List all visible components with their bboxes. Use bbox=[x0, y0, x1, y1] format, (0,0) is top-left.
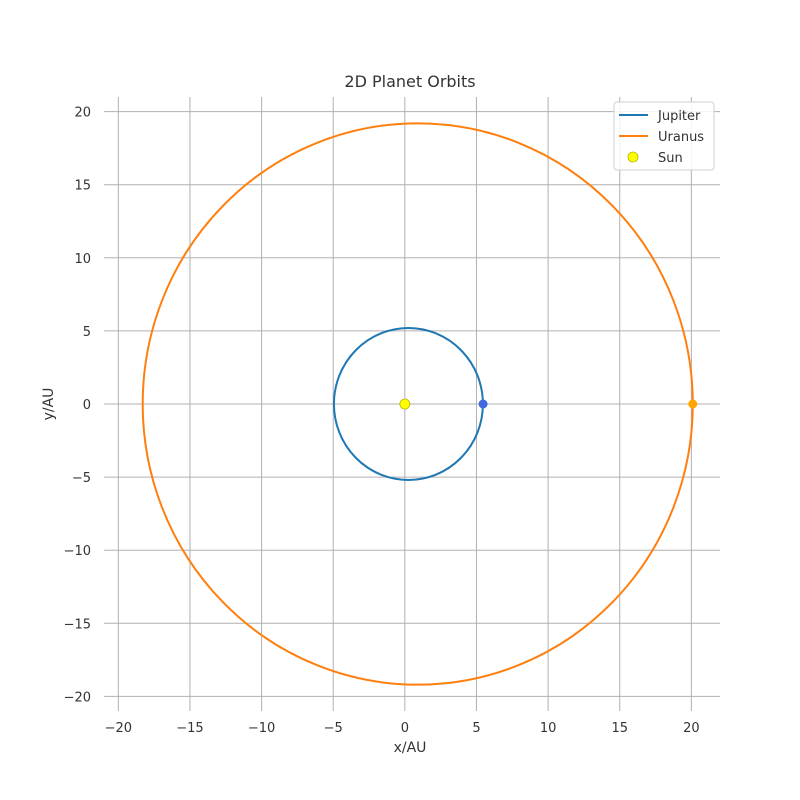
x-tick-label: 15 bbox=[611, 721, 628, 736]
tick-labels: −20 −15 −10 −5 0 5 10 15 20 −20 −15 −10 −5 0 5 10 15 20 bbox=[64, 106, 700, 736]
x-tick-label: 10 bbox=[540, 721, 557, 736]
legend-frame bbox=[613, 101, 715, 171]
x-tick-label: 5 bbox=[472, 721, 480, 736]
grid bbox=[104, 97, 720, 711]
y-tick-label: 5 bbox=[83, 325, 91, 340]
chart-title: 2D Planet Orbits bbox=[344, 72, 475, 91]
y-axis-label: y/AU bbox=[41, 388, 57, 421]
jupiter-position-marker bbox=[478, 399, 488, 409]
legend-label-jupiter: Jupiter bbox=[657, 109, 701, 124]
y-tick-label: −20 bbox=[64, 690, 91, 705]
sun-point bbox=[399, 398, 411, 410]
y-tick-label: 20 bbox=[74, 106, 91, 121]
legend-label-sun: Sun bbox=[658, 151, 683, 166]
uranus-position-marker bbox=[688, 399, 698, 409]
y-tick-label: 0 bbox=[83, 398, 91, 413]
y-tick-label: −10 bbox=[64, 544, 91, 559]
legend-label-uranus: Uranus bbox=[658, 130, 704, 145]
y-tick-label: 10 bbox=[74, 252, 91, 267]
x-tick-label: −5 bbox=[324, 721, 343, 736]
legend: Jupiter Uranus Sun bbox=[613, 101, 715, 171]
x-tick-label: 0 bbox=[401, 721, 409, 736]
x-tick-label: −15 bbox=[176, 721, 203, 736]
legend-swatch-sun bbox=[627, 151, 639, 163]
plot-series bbox=[141, 122, 698, 686]
x-tick-label: −10 bbox=[248, 721, 275, 736]
x-tick-label: 20 bbox=[683, 721, 700, 736]
x-axis-label: x/AU bbox=[394, 740, 427, 756]
y-tick-label: 15 bbox=[74, 179, 91, 194]
x-tick-label: −20 bbox=[105, 721, 132, 736]
y-tick-label: −15 bbox=[64, 617, 91, 632]
y-tick-label: −5 bbox=[72, 471, 91, 486]
